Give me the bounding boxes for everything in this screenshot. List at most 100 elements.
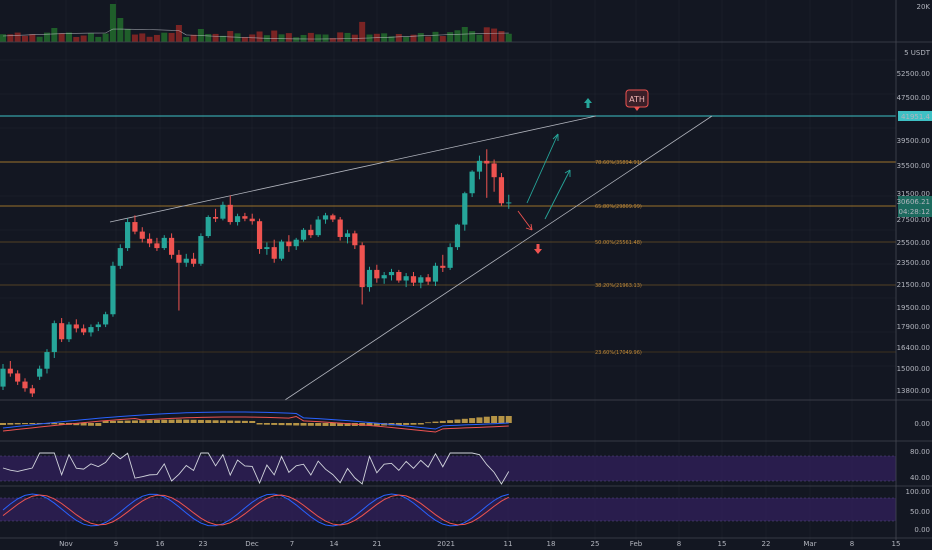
price-unit-label: 5 USDT xyxy=(904,49,931,57)
macd-histogram-bar xyxy=(491,416,498,423)
macd-histogram-bar xyxy=(102,421,109,423)
candle-body xyxy=(286,241,292,247)
volume-bar xyxy=(293,37,300,42)
candle-body xyxy=(212,217,219,219)
candle-body xyxy=(249,218,255,222)
fib-level-label: 38.20%(21963.13) xyxy=(595,283,642,289)
macd-histogram-bar xyxy=(205,420,212,423)
candle-body xyxy=(506,202,512,204)
macd-histogram-bar xyxy=(109,420,116,423)
volume-bar xyxy=(329,38,336,42)
time-axis-tick: Dec xyxy=(245,540,259,548)
macd-histogram-bar xyxy=(212,420,219,423)
candle-body xyxy=(403,276,409,281)
ath-label-pointer xyxy=(634,107,640,111)
time-axis-tick: 2021 xyxy=(437,540,455,548)
candle-body xyxy=(322,215,329,220)
macd-histogram-bar xyxy=(366,423,373,426)
candle-body xyxy=(410,276,417,283)
volume-bar xyxy=(447,32,454,42)
candle-body xyxy=(81,328,87,333)
stoch-d-line xyxy=(2,494,510,526)
macd-histogram-bar xyxy=(403,423,410,425)
fib-level-label: 23.60%(17049.96) xyxy=(595,350,642,356)
candle-body xyxy=(0,368,6,387)
time-axis-tick: 7 xyxy=(290,540,294,548)
macd-histogram-bar xyxy=(146,420,153,423)
candle-body xyxy=(374,269,380,279)
volume-axis-tick: 20K xyxy=(917,3,931,11)
time-axis-tick: 21 xyxy=(373,540,382,548)
macd-histogram-bar xyxy=(219,420,226,423)
volume-bar xyxy=(454,30,461,42)
candle-body xyxy=(344,233,351,237)
candle-body xyxy=(117,248,123,266)
volume-bar xyxy=(241,37,248,42)
candle-body xyxy=(388,271,395,276)
macd-histogram-bar xyxy=(131,420,138,423)
fib-level-label: 78.60%(35894.91) xyxy=(595,160,642,166)
volume-bar xyxy=(36,36,43,42)
macd-histogram-bar xyxy=(161,419,168,423)
candle-body xyxy=(44,352,50,369)
time-axis-tick: 9 xyxy=(114,540,118,548)
candle-body xyxy=(447,247,453,268)
candle-body xyxy=(103,314,109,325)
volume-moving-average xyxy=(2,28,509,40)
time-axis-tick: 8 xyxy=(850,540,854,548)
macd-histogram-bar xyxy=(7,423,14,425)
macd-histogram-bar xyxy=(190,419,197,423)
macd-histogram-bar xyxy=(344,423,351,426)
volume-bar xyxy=(175,25,182,42)
rsi-pane xyxy=(0,452,896,485)
volume-bar xyxy=(307,32,314,42)
macd-histogram-bar xyxy=(307,423,314,426)
volume-bar xyxy=(322,34,329,42)
candle-body xyxy=(264,247,270,250)
price-axis-tick: 39500.00 xyxy=(897,137,930,145)
macd-histogram-bar xyxy=(373,423,380,426)
volume-bar xyxy=(439,35,446,42)
volume-bar xyxy=(139,33,146,42)
projection-arrowhead xyxy=(552,133,559,141)
candle-body xyxy=(22,381,28,389)
macd-histogram-bar xyxy=(95,423,102,426)
rsi-band xyxy=(0,456,896,481)
volume-bar xyxy=(285,33,292,42)
chart-annotations: ATH xyxy=(517,89,649,254)
candle-body xyxy=(198,236,204,264)
macd-histogram-bar xyxy=(241,420,248,423)
time-axis-tick: Mar xyxy=(803,540,816,548)
macd-histogram-bar xyxy=(153,419,160,423)
macd-histogram-bar xyxy=(285,423,292,426)
macd-histogram-bar xyxy=(447,420,454,423)
candle-body xyxy=(330,215,336,220)
macd-histogram-bar xyxy=(476,417,483,423)
time-axis-tick: 11 xyxy=(504,540,513,548)
macd-histogram-bar xyxy=(117,420,124,423)
candle-body xyxy=(147,238,153,244)
volume-bar xyxy=(337,32,344,42)
time-axis-tick: 18 xyxy=(547,540,556,548)
fib-level-label: 65.80%(29809.99) xyxy=(595,204,642,210)
price-axis-tick: 13800.00 xyxy=(897,387,930,395)
candle-body xyxy=(73,324,79,329)
candle-body xyxy=(469,171,475,194)
price-axis-tick: 47500.00 xyxy=(897,94,930,102)
macd-histogram-bar xyxy=(183,419,190,423)
macd-histogram-bar xyxy=(0,423,6,425)
volume-bar xyxy=(315,34,322,42)
price-axis-tick: 17900.00 xyxy=(897,323,930,331)
macd-histogram-bar xyxy=(87,423,94,426)
candle-body xyxy=(227,204,233,223)
candle-body xyxy=(234,216,241,223)
time-axis-tick: 15 xyxy=(718,540,727,548)
volume-bar xyxy=(87,33,94,42)
rsi-axis-tick: 80.00 xyxy=(910,448,930,456)
volume-bar xyxy=(410,34,417,42)
price-axis-tick: 31500.00 xyxy=(897,190,930,198)
volume-bar xyxy=(21,35,28,42)
macd-axis-tick: 0.00 xyxy=(914,420,930,428)
price-candles xyxy=(0,149,512,397)
